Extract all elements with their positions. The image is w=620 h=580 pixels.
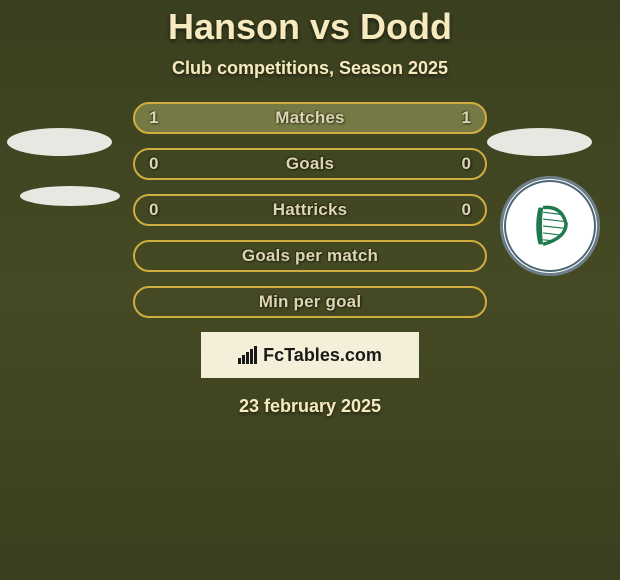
stat-row-hattricks: 0 Hattricks 0 bbox=[133, 194, 487, 226]
stat-label: Min per goal bbox=[259, 292, 362, 312]
stat-value-left: 1 bbox=[149, 108, 158, 128]
stat-label: Matches bbox=[275, 108, 344, 128]
comparison-date: 23 february 2025 bbox=[0, 396, 620, 417]
stat-label: Hattricks bbox=[273, 200, 348, 220]
stat-row-goals: 0 Goals 0 bbox=[133, 148, 487, 180]
stat-label: Goals per match bbox=[242, 246, 378, 266]
stat-label: Goals bbox=[286, 154, 334, 174]
stats-block: 1 Matches 1 0 Goals 0 0 Hattricks 0 Goals per mat… bbox=[0, 102, 620, 417]
stat-value-left: 0 bbox=[149, 154, 158, 174]
brand-bars-icon bbox=[238, 346, 257, 364]
stat-row-min-per-goal: Min per goal bbox=[133, 286, 487, 318]
brand-text: FcTables.com bbox=[263, 345, 382, 366]
stat-value-right: 0 bbox=[462, 200, 471, 220]
stat-row-goals-per-match: Goals per match bbox=[133, 240, 487, 272]
subtitle: Club competitions, Season 2025 bbox=[0, 58, 620, 79]
page-title: Hanson vs Dodd bbox=[0, 6, 620, 48]
stat-value-right: 0 bbox=[462, 154, 471, 174]
stat-row-matches: 1 Matches 1 bbox=[133, 102, 487, 134]
stat-value-right: 1 bbox=[462, 108, 471, 128]
brand-box: FcTables.com bbox=[201, 332, 419, 378]
stat-value-left: 0 bbox=[149, 200, 158, 220]
